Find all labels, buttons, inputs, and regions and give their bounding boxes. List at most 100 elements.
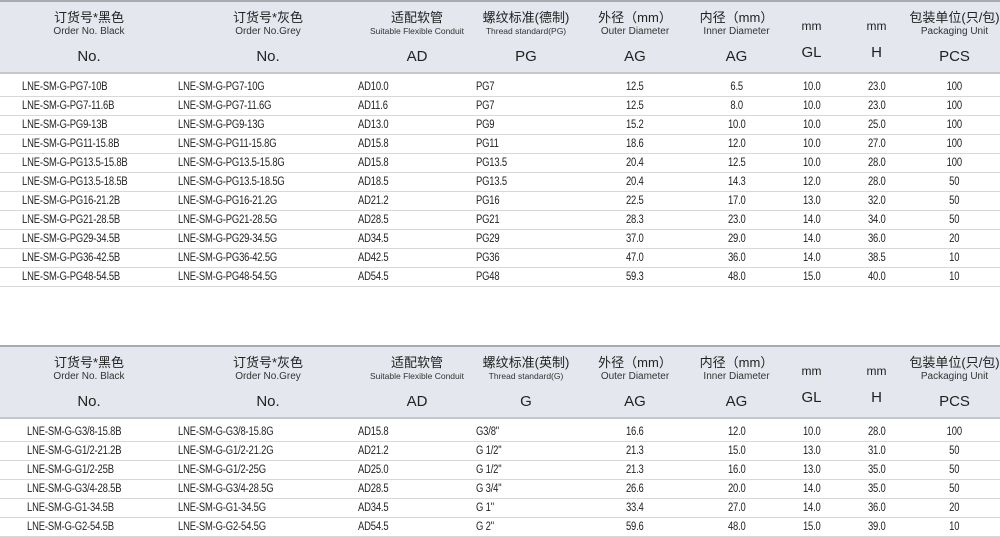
- header-abbr: AG: [624, 48, 646, 65]
- table-cell: LNE-SM-G-PG9-13B: [0, 115, 178, 135]
- table-cell: G 3/4": [476, 479, 576, 499]
- column-header: mm H: [844, 346, 909, 419]
- table-cell: AD15.8: [358, 153, 476, 173]
- header-cn: 订货号*灰色: [232, 355, 304, 370]
- header-cn: 外径（mm）: [598, 355, 672, 370]
- table-cell: 100: [909, 73, 1000, 97]
- table-cell: PG7: [476, 73, 576, 97]
- table-cell: LNE-SM-G-PG21-28.5G: [178, 210, 358, 230]
- table-cell: 27.0: [844, 134, 909, 154]
- header-en: Outer Diameter: [600, 371, 670, 382]
- table-cell: LNE-SM-G-PG13.5-18.5G: [178, 172, 358, 192]
- table-cell: G 1": [476, 498, 576, 518]
- header-unit: mm: [866, 364, 887, 378]
- table-row: LNE-SM-G-PG13.5-15.8B LNE-SM-G-PG13.5-15.…: [0, 153, 1000, 173]
- header-row: 订货号*黑色 Order No. Black No. 订货号*灰色 Order No.G…: [0, 346, 1000, 419]
- table-cell: 28.0: [844, 418, 909, 442]
- header-abbr: GL: [801, 389, 822, 406]
- table-cell: PG7: [476, 96, 576, 116]
- table-cell: 15.0: [694, 441, 779, 461]
- header-abbr: AD: [406, 393, 428, 410]
- header-cn: 适配软管: [390, 355, 443, 370]
- table-cell: 33.4: [576, 498, 694, 518]
- header-abbr: AG: [725, 393, 748, 410]
- table-row: LNE-SM-G-G1/2-25B LNE-SM-G-G1/2-25G AD25.0…: [0, 460, 1000, 480]
- table-cell: AD25.0: [358, 460, 476, 480]
- table-row: LNE-SM-G-G3/8-15.8B LNE-SM-G-G3/8-15.8G AD…: [0, 418, 1000, 442]
- header-cn: 螺纹标准(德制): [482, 10, 570, 25]
- table-cell: AD15.8: [358, 418, 476, 442]
- table-cell: PG16: [476, 191, 576, 211]
- table-cell: LNE-SM-G-PG21-28.5B: [0, 210, 178, 230]
- column-header: 包装单位(只/包) Packaging Unit PCS: [909, 1, 1000, 74]
- table-row: LNE-SM-G-G1/2-21.2B LNE-SM-G-G1/2-21.2G AD…: [0, 441, 1000, 461]
- table-cell: LNE-SM-G-PG7-10G: [178, 73, 358, 97]
- table-cell: AD11.6: [358, 96, 476, 116]
- table-cell: PG36: [476, 248, 576, 268]
- table-cell: LNE-SM-G-G1/2-21.2B: [0, 441, 178, 461]
- table-cell: LNE-SM-G-G3/4-28.5B: [0, 479, 178, 499]
- table-cell: PG11: [476, 134, 576, 154]
- table-cell: 100: [909, 96, 1000, 116]
- column-header: 订货号*灰色 Order No.Grey No.: [178, 346, 358, 419]
- table-cell: LNE-SM-G-G1/2-25B: [0, 460, 178, 480]
- table-cell: PG48: [476, 267, 576, 287]
- header-abbr: PCS: [939, 393, 970, 410]
- table-cell: 48.0: [694, 517, 779, 537]
- header-en: Packaging Unit: [920, 26, 989, 37]
- header-cn: 内径（mm）: [699, 355, 774, 370]
- header-abbr: No.: [77, 393, 101, 410]
- table-cell: AD54.5: [358, 267, 476, 287]
- header-en: Thread standard(G): [488, 371, 564, 381]
- header-en: Order No.Grey: [235, 371, 301, 382]
- column-header: mm H: [844, 1, 909, 74]
- header-cn: 螺纹标准(英制): [482, 355, 570, 370]
- table-cell: 10.0: [779, 153, 844, 173]
- header-unit: mm: [801, 364, 822, 378]
- table-cell: 50: [909, 172, 1000, 192]
- table-cell: AD13.0: [358, 115, 476, 135]
- table-cell: G 1/2": [476, 460, 576, 480]
- column-header: 适配软管 Suitable Flexible Conduit AD: [358, 1, 476, 74]
- header-cn: 包装单位(只/包): [909, 10, 1000, 25]
- table-cell: AD34.5: [358, 229, 476, 249]
- table-cell: 59.3: [576, 267, 694, 287]
- table-cell: 14.0: [779, 210, 844, 230]
- table-cell: 21.3: [576, 460, 694, 480]
- table-cell: 10.0: [779, 73, 844, 97]
- table-cell: PG21: [476, 210, 576, 230]
- table-cell: 35.0: [844, 460, 909, 480]
- table-cell: AD34.5: [358, 498, 476, 518]
- table-cell: LNE-SM-G-G3/4-28.5G: [178, 479, 358, 499]
- table-cell: 28.3: [576, 210, 694, 230]
- table-cell: 100: [909, 153, 1000, 173]
- table-cell: 23.0: [844, 96, 909, 116]
- table-cell: 13.0: [779, 441, 844, 461]
- table-cell: G 1/2": [476, 441, 576, 461]
- table-cell: 13.0: [779, 460, 844, 480]
- table-cell: LNE-SM-G-G2-54.5G: [178, 517, 358, 537]
- table-cell: 50: [909, 460, 1000, 480]
- table-cell: 12.0: [694, 134, 779, 154]
- column-header: 内径（mm） Inner Diameter AG: [694, 1, 779, 74]
- table-cell: 32.0: [844, 191, 909, 211]
- table-cell: 10.0: [779, 96, 844, 116]
- header-en: Suitable Flexible Conduit: [369, 371, 465, 381]
- table-cell: G3/8": [476, 418, 576, 442]
- header-cn: 适配软管: [390, 10, 443, 25]
- header-unit: mm: [801, 19, 822, 33]
- table-cell: 50: [909, 191, 1000, 211]
- table-cell: 28.0: [844, 153, 909, 173]
- table-cell: 14.0: [779, 498, 844, 518]
- table-cell: 12.5: [576, 73, 694, 97]
- column-header: 适配软管 Suitable Flexible Conduit AD: [358, 346, 476, 419]
- header-abbr: AD: [406, 48, 428, 65]
- table-cell: 17.0: [694, 191, 779, 211]
- header-abbr: H: [871, 389, 882, 406]
- column-header: mm GL: [779, 1, 844, 74]
- table-cell: LNE-SM-G-PG36-42.5G: [178, 248, 358, 268]
- table-cell: LNE-SM-G-PG11-15.8B: [0, 134, 178, 154]
- header-abbr: PCS: [939, 48, 970, 65]
- table-cell: AD28.5: [358, 479, 476, 499]
- column-header: 订货号*黑色 Order No. Black No.: [0, 1, 178, 74]
